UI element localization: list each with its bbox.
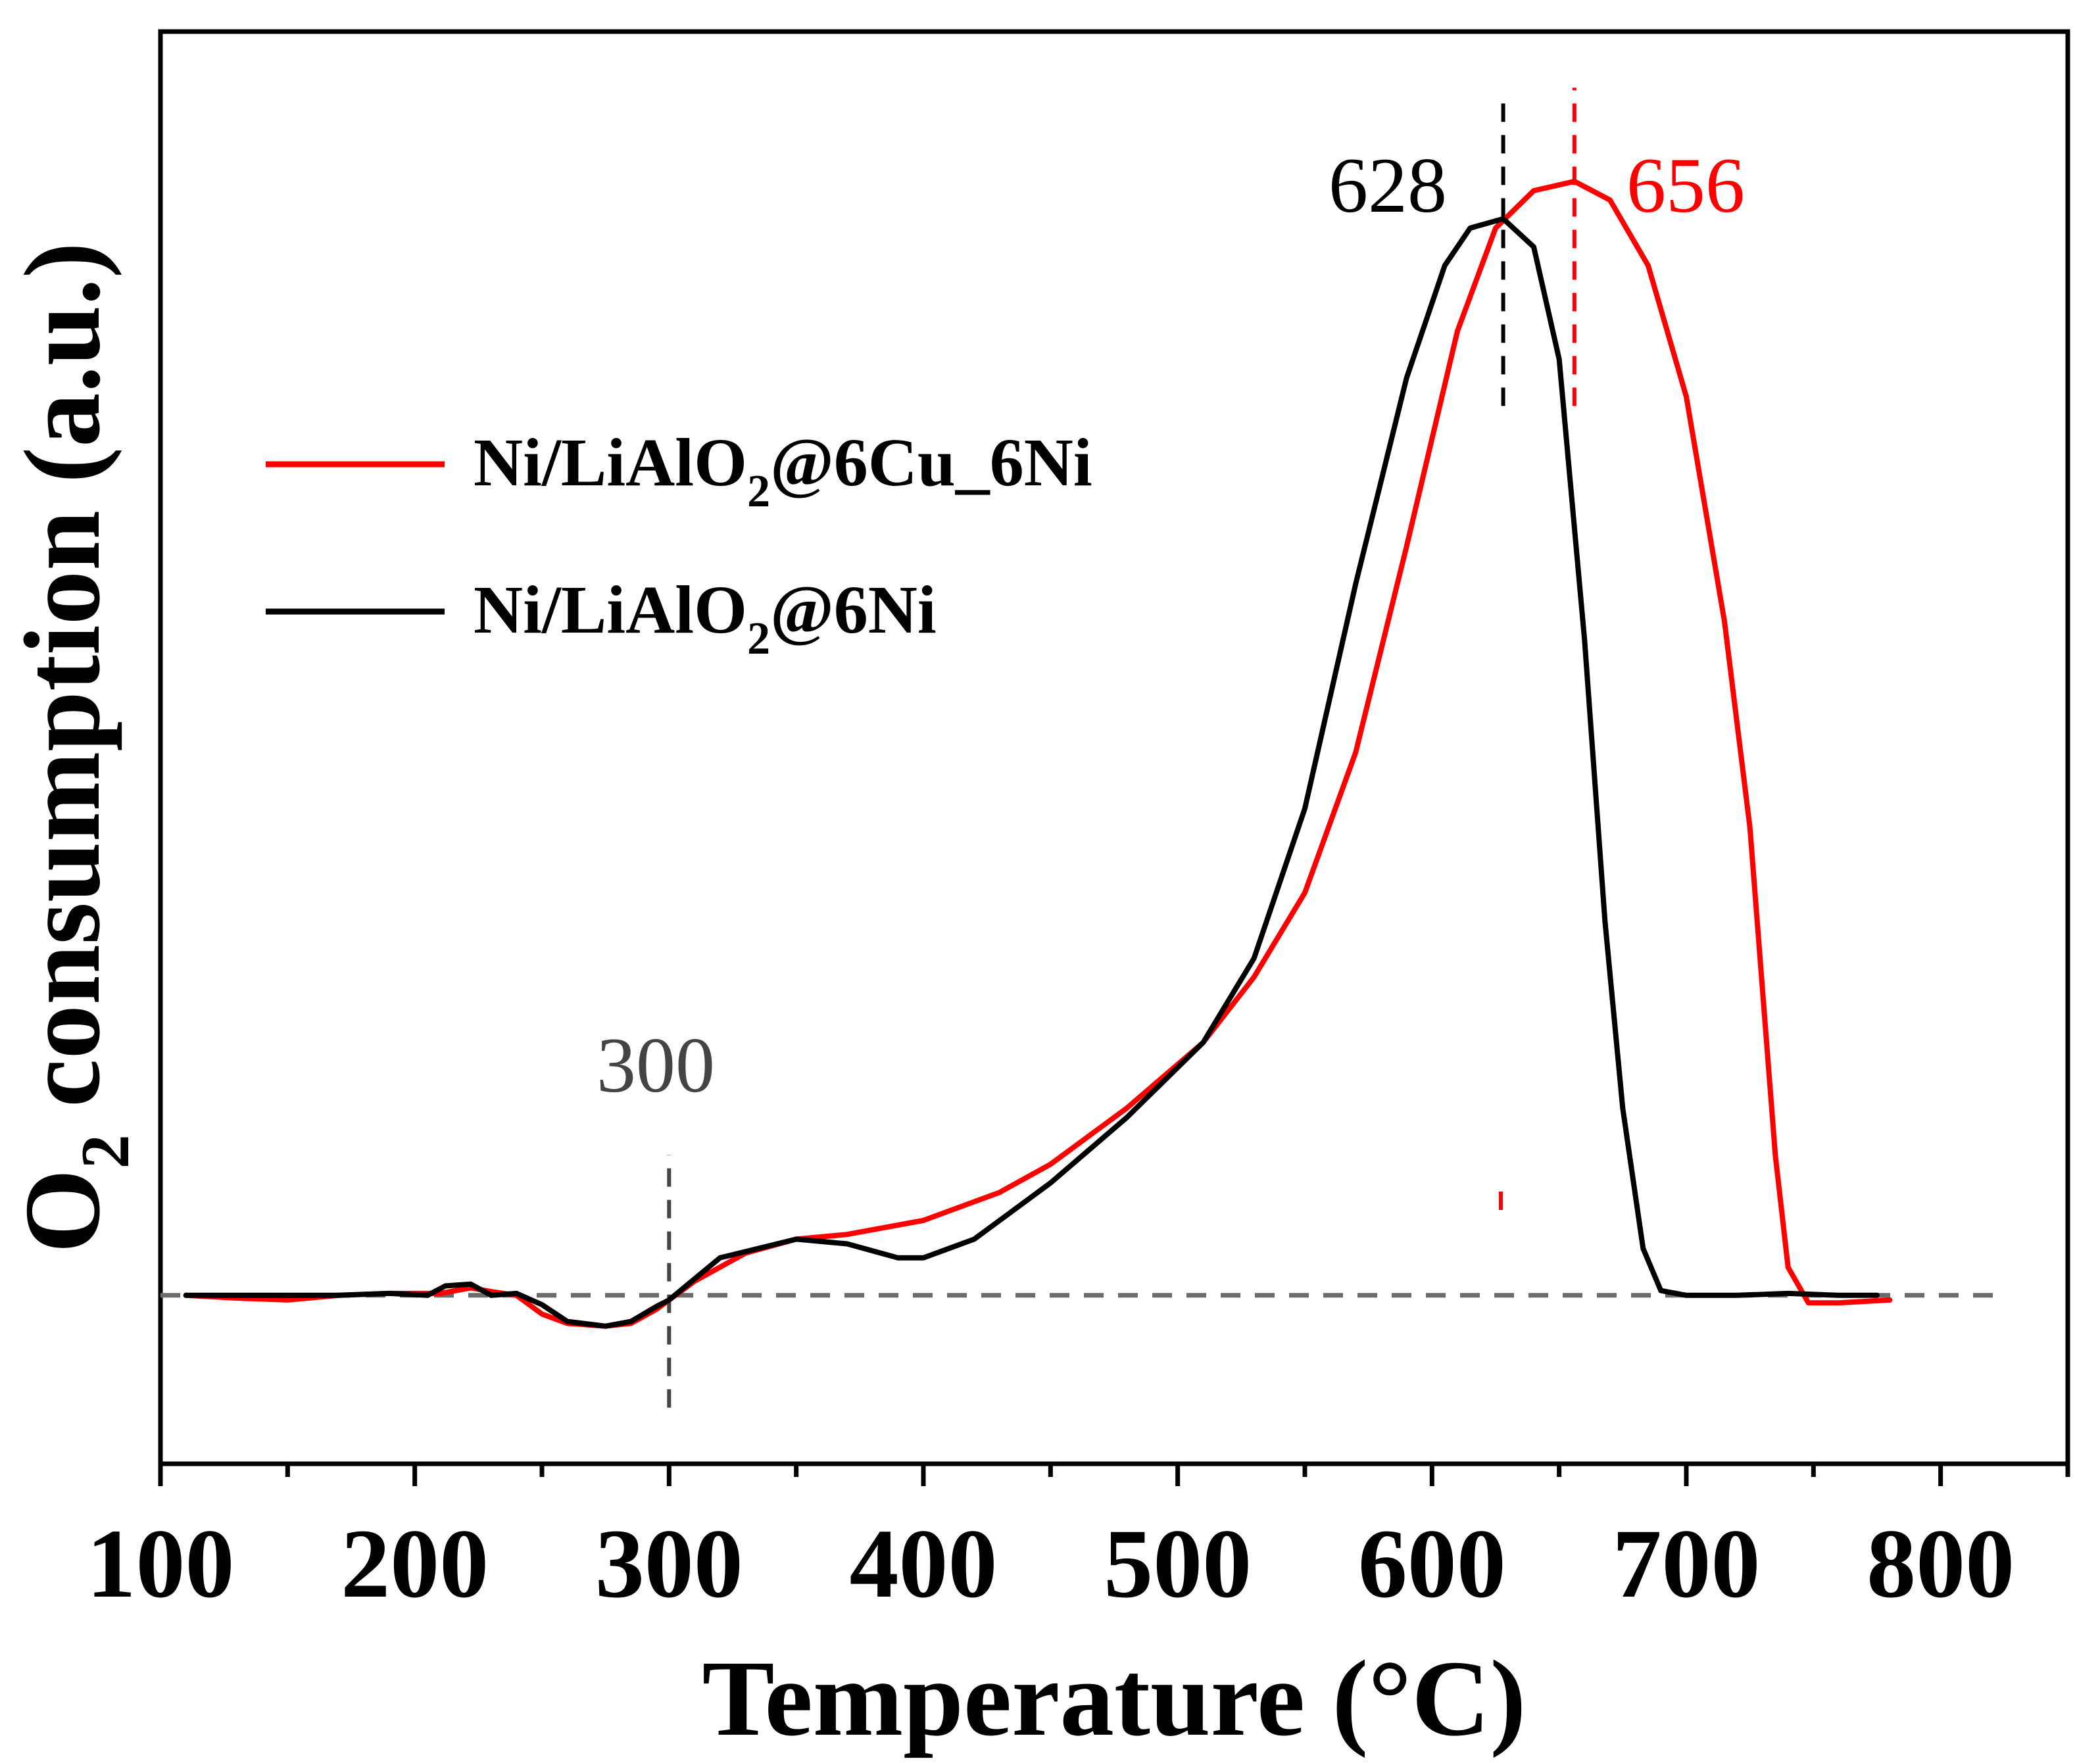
x-tick-label: 600 [1358, 1509, 1506, 1618]
onset-label-300: 300 [597, 1021, 715, 1109]
peak-annotation-lines [667, 87, 1576, 1408]
legend: Ni/LiAlO2@6Cu_6Ni Ni/LiAlO2@6Ni [266, 425, 1092, 664]
series-line-ni-lialo2-6cu-6ni [183, 178, 1893, 1329]
x-tick-label: 500 [1104, 1509, 1252, 1618]
peak-label-628: 628 [1329, 141, 1447, 229]
x-tick-label: 200 [341, 1509, 489, 1618]
peak-label-656: 656 [1626, 141, 1745, 229]
legend-label-6ni: Ni/LiAlO2@6Ni [474, 572, 937, 664]
plot-frame [158, 29, 2070, 1466]
x-tick-label: 100 [87, 1509, 235, 1618]
x-tick-label: 800 [1867, 1509, 2015, 1618]
x-tick-label: 400 [850, 1509, 998, 1618]
x-axis-title: Temperature (°C) [702, 1638, 1526, 1758]
y-axis-title: O2 consumption (a.u.) [2, 242, 143, 1253]
legend-label-6cu-6ni: Ni/LiAlO2@6Cu_6Ni [474, 425, 1092, 517]
series-line-ni-lialo2-6ni [183, 216, 1880, 1329]
x-tick-label: 700 [1613, 1509, 1761, 1618]
x-axis-ticks: 100 200 300 400 500 600 700 800 [87, 1464, 2070, 1618]
x-tick-label: 300 [595, 1509, 743, 1618]
